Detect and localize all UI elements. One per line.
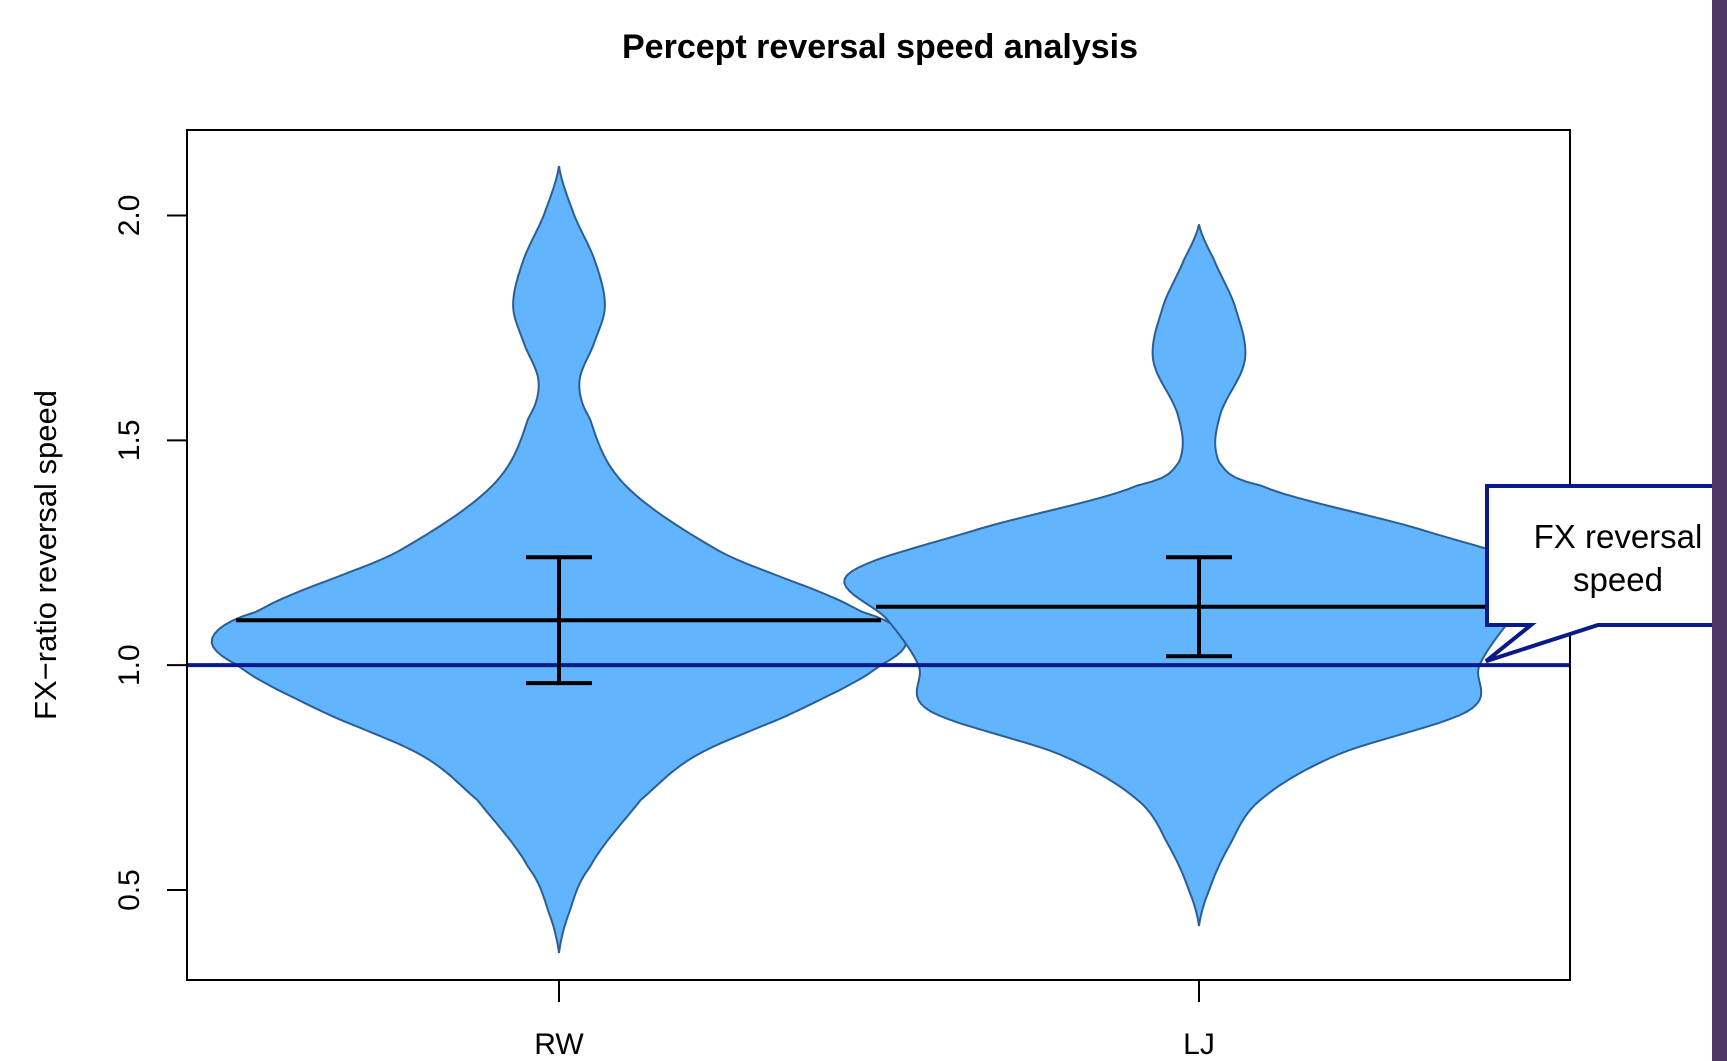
y-axis-label: FX−ratio reversal speed xyxy=(28,390,63,720)
callout-text-line-2: speed xyxy=(1573,561,1663,598)
stats-group xyxy=(236,555,1490,686)
y-axis: 0.5 1.0 1.5 2.0 xyxy=(113,195,187,911)
x-tick-label-rw: RW xyxy=(534,1028,584,1061)
y-tick-label: 0.5 xyxy=(113,869,146,911)
violins-group xyxy=(210,165,1555,954)
callout-text-line-1: FX reversal xyxy=(1534,518,1703,555)
chart-title: Percept reversal speed analysis xyxy=(622,28,1138,66)
x-tick-label-lj: LJ xyxy=(1183,1028,1215,1061)
y-tick-label: 1.0 xyxy=(113,644,146,686)
x-axis: RW LJ xyxy=(534,980,1215,1061)
y-tick-label: 2.0 xyxy=(113,195,146,237)
annotation-callout: FX reversal speed xyxy=(1484,484,1727,664)
right-edge-bar xyxy=(1712,0,1727,1061)
y-tick-label: 1.5 xyxy=(113,419,146,461)
callout-box xyxy=(1484,484,1727,664)
